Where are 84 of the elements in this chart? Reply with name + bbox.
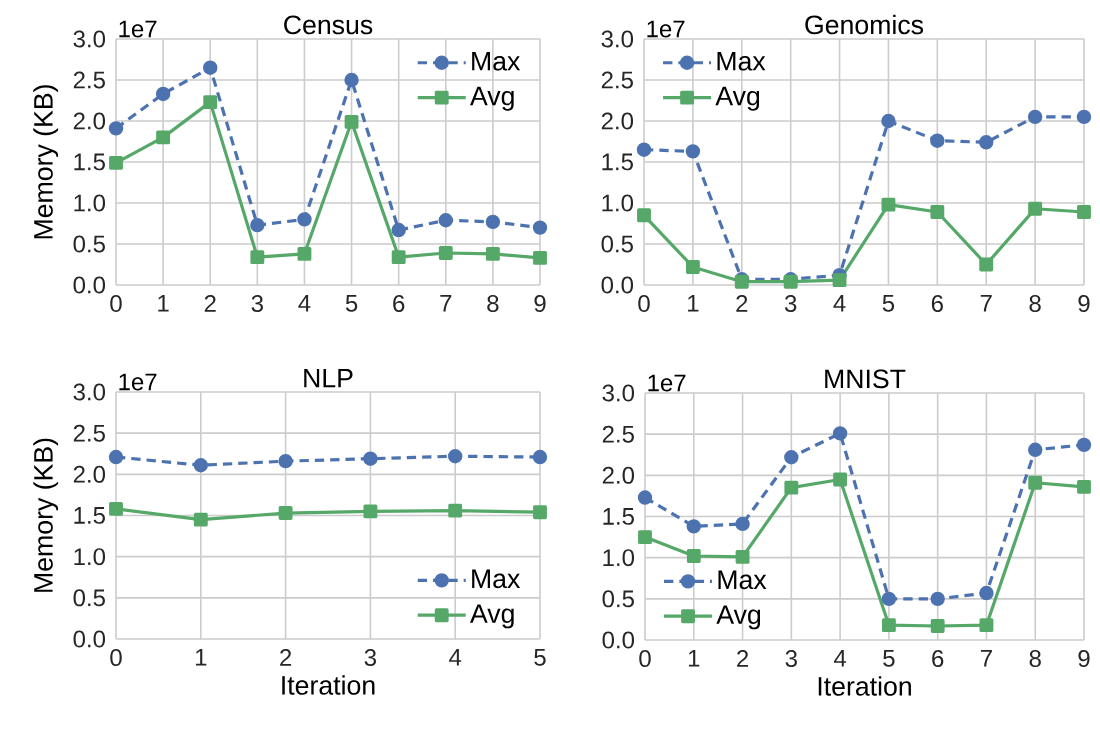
x-tick-label: 1 [195,649,207,666]
y-tick-label: 1.5 [74,153,105,171]
y-tick-label: 1.0 [74,548,106,566]
y-tick-label: 2.0 [73,465,106,483]
y-tick-label: 1.0 [602,194,634,212]
y-tick-label: 0.5 [73,235,105,253]
y-axis-title: Memory (KB) [33,85,59,239]
y-tick-label: 0.5 [73,589,105,607]
x-tick-label: 5 [534,649,546,666]
y-tick-label: 1.0 [603,549,635,567]
y-tick-label: 3.0 [601,30,634,48]
x-tick-label: 2 [204,295,216,312]
legend-label: Avg [715,86,760,111]
y-axis-title: Memory (KB) [33,438,59,592]
y-tick-label: 0.5 [602,590,634,608]
x-tick-label: 1 [158,295,169,312]
y-tick-label: 2.5 [601,71,633,89]
x-tick-label: 8 [1029,295,1041,313]
x-tick-label: 1 [688,295,699,312]
y-tick-label: 1.5 [74,507,105,524]
x-tick-label: 9 [1078,295,1090,313]
legend-label: Avg [470,604,514,629]
x-tick-label: 9 [534,295,546,313]
chart-title: Genomics [805,14,924,35]
x-tick-label: 0 [638,295,650,313]
y-tick-label: 0.0 [73,630,106,648]
y-tick-label: 3.0 [73,30,106,48]
legend-label: Max [472,569,521,589]
legend-label: Avg [716,605,761,630]
chart-title: NLP [304,368,353,388]
x-tick-label: 6 [393,295,405,313]
x-tick-label: 8 [1029,650,1041,668]
y-tick-label: 1.0 [74,194,106,212]
chart-title: MNIST [825,369,906,389]
legend-label: Avg [470,86,514,111]
x-tick-label: 4 [833,295,846,312]
text: 1e7 [119,20,157,38]
text: 1e7 [647,20,685,38]
chart-title: Census [284,15,373,35]
x-tick-label: 4 [449,649,462,666]
y-tick-label: 0.0 [73,276,106,294]
y-tick-label: 0.0 [601,276,634,294]
x-tick-label: 0 [110,649,122,667]
text: 1e7 [119,373,157,391]
x-tick-label: 8 [487,295,499,313]
x-tick-label: 3 [784,295,797,313]
x-axis-title: Iteration [282,675,375,695]
x-tick-label: 5 [882,295,895,312]
x-axis-title: Iteration [818,676,911,696]
legend-label: Max [717,51,766,71]
x-tick-label: 5 [345,295,358,312]
y-tick-label: 1.5 [602,153,633,171]
legend-label: Max [718,570,767,590]
x-tick-label: 2 [736,295,748,312]
x-tick-label: 0 [639,650,651,668]
x-tick-label: 6 [931,295,943,313]
y-tick-label: 2.0 [601,112,634,130]
x-tick-label: 2 [737,650,749,667]
x-tick-label: 7 [981,650,992,667]
y-tick-label: 3.0 [73,383,106,401]
y-tick-label: 0.5 [601,235,633,253]
x-tick-label: 7 [440,295,452,312]
y-tick-label: 2.5 [73,424,105,442]
y-tick-label: 3.0 [602,384,635,402]
x-tick-label: 1 [688,650,700,667]
x-tick-label: 3 [364,649,377,667]
x-tick-label: 3 [251,295,263,313]
y-tick-label: 2.5 [73,71,105,89]
x-tick-label: 2 [280,649,292,666]
x-tick-label: 3 [785,650,797,668]
y-tick-label: 2.0 [73,112,106,130]
y-tick-label: 1.5 [603,508,634,525]
y-tick-label: 2.5 [602,425,634,443]
y-tick-label: 2.0 [602,466,635,484]
legend-label: Max [472,51,521,71]
x-tick-label: 7 [980,295,992,312]
x-tick-label: 5 [883,650,895,667]
x-tick-label: 9 [1078,650,1090,668]
x-tick-label: 4 [298,295,311,312]
x-tick-label: 4 [833,650,847,667]
x-tick-label: 0 [110,295,122,313]
x-tick-label: 6 [932,650,944,668]
text: 1e7 [648,374,686,392]
y-tick-label: 0.0 [602,631,635,649]
